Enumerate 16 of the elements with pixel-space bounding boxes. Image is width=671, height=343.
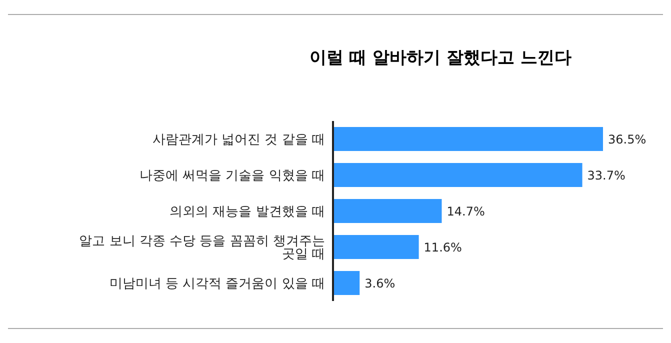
bar [333, 127, 603, 151]
bar [333, 163, 582, 187]
data-label: 3.6% [364, 276, 396, 290]
data-label: 14.7% [446, 204, 485, 218]
data-label: 36.5% [608, 132, 646, 146]
bar [333, 199, 442, 223]
data-label: 11.6% [424, 240, 462, 254]
y-tick-label: 의외의 재능을 발견했을 때 [170, 204, 325, 220]
data-label: 33.7% [587, 168, 626, 182]
y-tick-label: 알고 보니 각종 수당 등을 꼼꼼히 챙겨주는 곳일 때 [79, 234, 325, 262]
bar [333, 271, 360, 295]
bar [333, 235, 419, 259]
y-tick-label: 사람관계가 넓어진 것 같을 때 [152, 132, 325, 148]
y-tick-label: 미남미녀 등 시각적 즐거움이 있을 때 [109, 276, 325, 292]
chart-title: 이럴 때 알바하기 잘했다고 느낀다 [308, 47, 572, 69]
y-tick-label: 나중에 써먹을 기술을 익혔을 때 [139, 168, 325, 184]
